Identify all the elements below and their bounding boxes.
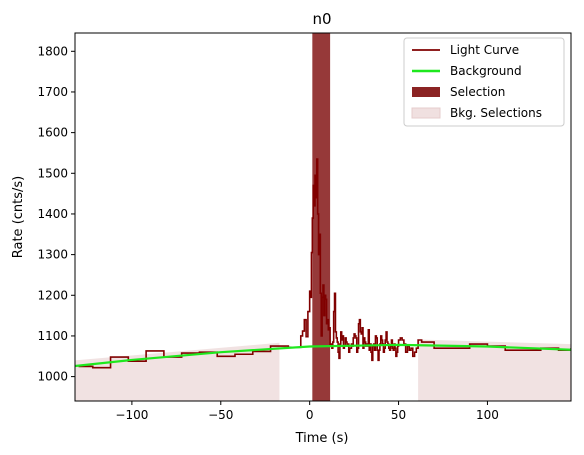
y-tick-label: 1100 [37, 329, 68, 343]
legend-box [403, 37, 565, 127]
bkg-selection-1 [418, 339, 571, 401]
legend-label: Selection [450, 85, 505, 99]
y-tick-label: 1600 [37, 126, 68, 140]
y-tick-label: 1400 [37, 207, 68, 221]
x-tick-label: 0 [306, 408, 314, 422]
x-axis-label: Time (s) [295, 431, 349, 446]
x-axis: −100 −50 0 50 100 [115, 401, 499, 422]
light-curve-line [78, 158, 571, 369]
y-axis-label: Rate (cnts/s) [11, 176, 26, 259]
plot-frame [74, 32, 572, 402]
y-tick-label: 1300 [37, 248, 68, 262]
chart-title: n0 [312, 10, 331, 28]
y-axis: 1000 1100 1200 1300 1400 1500 1600 1700 1800 [37, 44, 75, 384]
legend: Light Curve Background Selection Bkg. Selec… [403, 37, 565, 127]
background-line [75, 343, 571, 368]
x-tick-label: 50 [391, 408, 406, 422]
legend-swatch [412, 87, 440, 97]
x-tick-label: −100 [115, 408, 148, 422]
y-tick-label: 1000 [37, 370, 68, 384]
legend-label: Bkg. Selections [450, 106, 542, 120]
plot-area [75, 33, 571, 401]
y-tick-label: 1500 [37, 166, 68, 180]
x-tick-label: 100 [476, 408, 499, 422]
legend-label: Background [450, 64, 522, 78]
selection-region [312, 33, 331, 401]
y-tick-label: 1800 [37, 44, 68, 58]
y-tick-label: 1700 [37, 85, 68, 99]
legend-swatch [411, 107, 441, 119]
y-tick-label: 1200 [37, 288, 68, 302]
x-tick-label: −50 [208, 408, 233, 422]
legend-label: Light Curve [450, 43, 519, 57]
